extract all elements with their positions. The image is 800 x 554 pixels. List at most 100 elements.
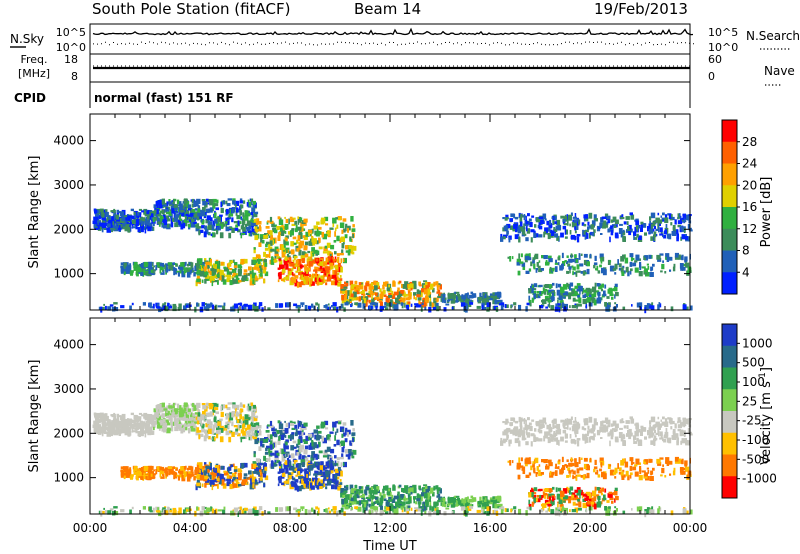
echo-cell bbox=[174, 414, 179, 418]
echo-cell bbox=[285, 422, 289, 427]
echo-cell bbox=[260, 472, 263, 477]
echo-cell bbox=[133, 422, 138, 428]
echo-cell bbox=[104, 426, 109, 431]
echo-cell bbox=[274, 254, 277, 259]
echo-cell bbox=[593, 218, 598, 222]
colorbar-swatch bbox=[722, 141, 737, 164]
echo-cell bbox=[405, 489, 408, 494]
echo-cell bbox=[242, 277, 247, 281]
echo-cell bbox=[123, 269, 126, 276]
echo-cell bbox=[212, 220, 216, 227]
echo-cell bbox=[467, 292, 469, 296]
echo-cell bbox=[160, 422, 164, 427]
echo-cell bbox=[223, 266, 227, 269]
echo-cell bbox=[254, 415, 259, 419]
echo-cell bbox=[95, 417, 99, 421]
echo-cell bbox=[176, 199, 180, 205]
echo-cell bbox=[191, 200, 195, 204]
echo-cell bbox=[94, 413, 98, 418]
echo-cell bbox=[235, 224, 238, 228]
echo-cell bbox=[341, 298, 346, 304]
echo-cell bbox=[181, 270, 184, 276]
echo-cell bbox=[235, 479, 238, 482]
echo-cell bbox=[203, 470, 207, 476]
echo-cell bbox=[388, 499, 393, 502]
echo-cell bbox=[197, 212, 202, 217]
echo-cell bbox=[405, 285, 408, 290]
echo-cell bbox=[342, 462, 345, 466]
echo-cell bbox=[231, 208, 235, 214]
echo-cell bbox=[638, 235, 642, 240]
cpid-label: CPID bbox=[14, 91, 46, 105]
echo-cell bbox=[246, 406, 250, 411]
echo-cell bbox=[306, 481, 309, 486]
echo-cell bbox=[297, 485, 302, 492]
echo-cell bbox=[393, 291, 398, 296]
echo-cell bbox=[528, 288, 533, 294]
echo-cell bbox=[584, 272, 587, 275]
echo-cell bbox=[153, 204, 157, 209]
echo-cell bbox=[371, 298, 375, 304]
echo-cell bbox=[325, 427, 329, 430]
echo-cell bbox=[467, 496, 469, 500]
echo-cell bbox=[531, 288, 534, 294]
echo-cell bbox=[242, 200, 246, 204]
echo-cell bbox=[226, 271, 230, 275]
echo-cell bbox=[552, 292, 554, 298]
echo-cell bbox=[197, 205, 201, 210]
echo-cell bbox=[638, 271, 643, 277]
echo-cell bbox=[614, 283, 618, 287]
echo-cell bbox=[434, 504, 437, 510]
echo-cell bbox=[555, 283, 558, 289]
echo-cell bbox=[145, 218, 148, 224]
echo-cell bbox=[227, 471, 230, 478]
echo-cell bbox=[647, 266, 650, 270]
echo-cell bbox=[308, 240, 313, 246]
echo-cell bbox=[215, 264, 217, 269]
echo-cell bbox=[120, 266, 125, 272]
echo-cell bbox=[204, 258, 207, 261]
echo-cell bbox=[549, 219, 552, 225]
echo-cell bbox=[334, 485, 339, 490]
echo-cell bbox=[329, 227, 334, 230]
echo-cell bbox=[379, 492, 382, 497]
echo-cell bbox=[251, 471, 254, 477]
echo-cell bbox=[164, 306, 169, 312]
echo-cell bbox=[577, 270, 581, 273]
echo-cell bbox=[276, 452, 279, 456]
echo-cell bbox=[188, 422, 192, 427]
echo-cell bbox=[326, 306, 329, 311]
echo-cell bbox=[204, 274, 209, 279]
echo-cell bbox=[292, 440, 297, 444]
echo-cell bbox=[551, 216, 554, 219]
echo-cell bbox=[393, 304, 398, 311]
echo-cell bbox=[270, 452, 275, 456]
y-tick-label: 4000 bbox=[53, 134, 84, 148]
echo-cell bbox=[359, 490, 364, 494]
echo-cell bbox=[235, 404, 240, 410]
echo-cell bbox=[326, 242, 331, 248]
echo-cell bbox=[535, 233, 539, 238]
echo-cell bbox=[384, 498, 387, 501]
echo-cell bbox=[191, 412, 193, 417]
echo-cell bbox=[148, 473, 153, 477]
echo-cell bbox=[543, 231, 546, 238]
echo-cell bbox=[207, 425, 213, 430]
echo-cell bbox=[240, 216, 243, 220]
echo-cell bbox=[203, 435, 207, 442]
echo-cell bbox=[573, 272, 577, 275]
echo-cell bbox=[483, 504, 488, 510]
echo-cell bbox=[212, 271, 215, 276]
echo-cell bbox=[560, 215, 564, 219]
echo-cell bbox=[229, 417, 234, 421]
echo-cell bbox=[554, 221, 557, 225]
echo-cell bbox=[213, 407, 219, 411]
echo-cell bbox=[385, 485, 389, 491]
echo-cell bbox=[362, 503, 364, 508]
echo-cell bbox=[245, 226, 250, 230]
echo-cell bbox=[543, 284, 546, 288]
echo-cell bbox=[644, 268, 648, 273]
echo-cell bbox=[379, 301, 383, 307]
echo-cell bbox=[96, 217, 99, 220]
echo-cell bbox=[263, 235, 268, 239]
